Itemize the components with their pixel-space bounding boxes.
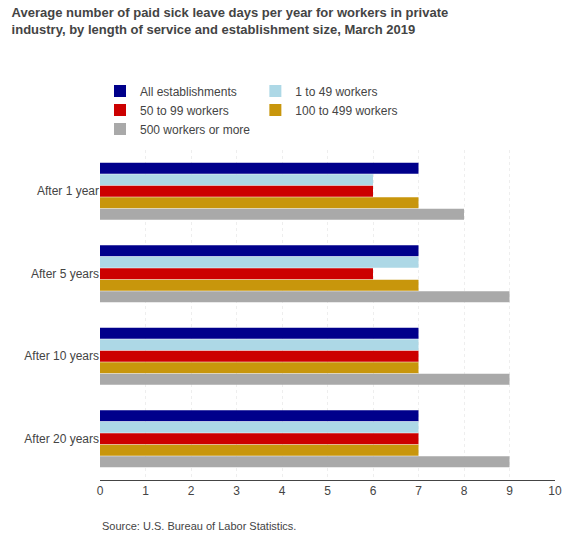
svg-text:2: 2 [188, 484, 195, 498]
svg-text:After 1 year: After 1 year [37, 184, 99, 198]
svg-text:50 to 99 workers: 50 to 99 workers [140, 104, 229, 118]
svg-text:Source: U.S. Bureau of Labor S: Source: U.S. Bureau of Labor Statistics. [102, 520, 296, 532]
svg-text:100 to 499 workers: 100 to 499 workers [295, 104, 397, 118]
svg-text:All establishments: All establishments [140, 85, 237, 99]
svg-text:1 to 49 workers: 1 to 49 workers [295, 85, 377, 99]
svg-text:10: 10 [548, 484, 562, 498]
svg-text:3: 3 [233, 484, 240, 498]
svg-text:After 20 years: After 20 years [24, 432, 99, 446]
svg-text:8: 8 [461, 484, 468, 498]
svg-text:Average number of paid sick le: Average number of paid sick leave days p… [12, 5, 449, 37]
svg-text:4: 4 [279, 484, 286, 498]
svg-text:0: 0 [97, 484, 104, 498]
svg-text:6: 6 [370, 484, 377, 498]
svg-text:5: 5 [324, 484, 331, 498]
svg-text:7: 7 [415, 484, 422, 498]
svg-text:After 10 years: After 10 years [24, 349, 99, 363]
svg-text:9: 9 [506, 484, 513, 498]
svg-text:500 workers or more: 500 workers or more [140, 123, 250, 137]
svg-text:After 5 years: After 5 years [31, 267, 99, 281]
svg-text:1: 1 [142, 484, 149, 498]
